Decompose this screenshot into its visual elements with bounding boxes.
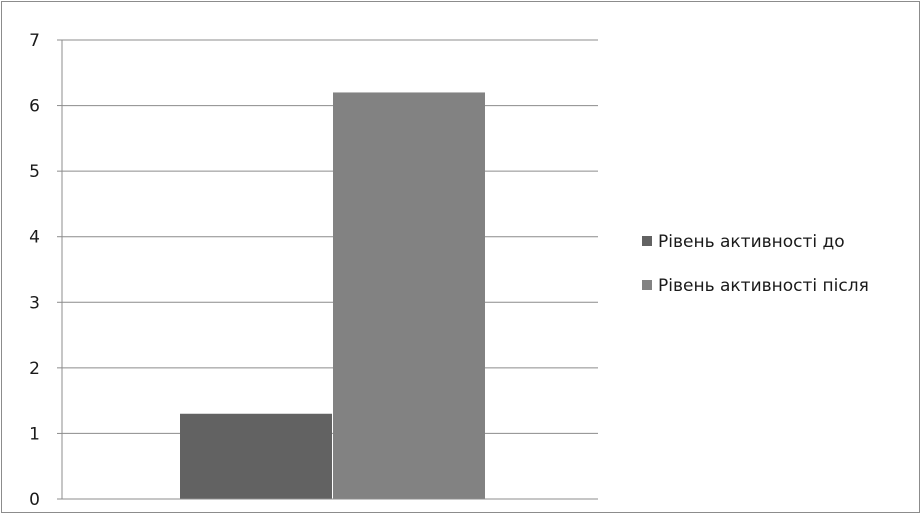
y-tick-label: 5 xyxy=(29,162,40,182)
bar-after xyxy=(333,92,485,499)
gridlines xyxy=(62,39,598,434)
y-tick-label: 6 xyxy=(29,97,40,117)
axes xyxy=(57,39,598,500)
y-tick-label: 2 xyxy=(29,359,40,379)
bars xyxy=(180,92,485,499)
legend-swatch xyxy=(642,236,652,246)
legend: Рівень активності до Рівень активності пі… xyxy=(642,232,869,296)
legend-swatch xyxy=(642,280,652,290)
y-tick-label: 4 xyxy=(29,228,40,248)
y-tick-label: 7 xyxy=(29,31,40,51)
bar-before xyxy=(180,413,332,499)
y-tick-labels: 0 1 2 3 4 5 6 7 xyxy=(29,31,40,510)
legend-label: Рівень активності до xyxy=(658,232,845,252)
y-tick-label: 3 xyxy=(29,293,40,313)
y-tick-label: 1 xyxy=(29,424,40,444)
legend-label: Рівень активності після xyxy=(658,276,869,296)
y-tick-label: 0 xyxy=(29,490,40,510)
